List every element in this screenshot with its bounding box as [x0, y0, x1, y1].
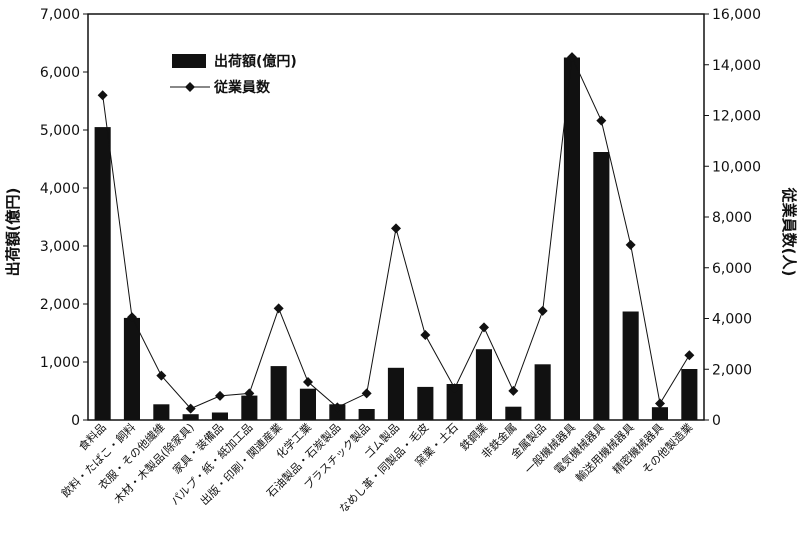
point-11	[420, 329, 431, 340]
point-8	[332, 402, 343, 413]
legend-marker-swatch	[185, 82, 195, 92]
bar-9	[358, 409, 375, 420]
legend-line-label: 従業員数	[213, 79, 271, 96]
bar-13	[475, 349, 492, 420]
y-axis-title: 出荷額(億円)	[4, 188, 22, 277]
point-15	[537, 305, 548, 316]
bar-3	[182, 414, 199, 420]
point-9	[361, 388, 372, 399]
point-3	[185, 403, 196, 414]
bar-4	[211, 412, 228, 420]
point-17	[596, 115, 607, 126]
legend-bar-label: 出荷額(億円)	[214, 53, 297, 70]
y2-tick-label-1: 2,000	[712, 362, 752, 378]
y-tick-label-4: 4,000	[40, 181, 80, 197]
point-20	[684, 350, 695, 361]
bar-11	[417, 386, 434, 420]
point-13	[479, 322, 489, 333]
point-18	[625, 239, 636, 250]
y-tick-label-5: 5,000	[40, 123, 80, 139]
y2-tick-label-2: 4,000	[712, 312, 752, 328]
y2-axis-title: 従業員数(人)	[780, 187, 798, 277]
point-16	[567, 52, 577, 63]
y-tick-label-3: 3,000	[40, 239, 80, 255]
bar-10	[387, 367, 404, 420]
bar-12	[446, 384, 463, 420]
y-tick-label-0: 0	[71, 413, 80, 429]
bar-1	[123, 317, 140, 420]
point-1	[127, 312, 137, 323]
legend-bar-swatch	[172, 54, 206, 68]
y2-tick-label-8: 16,000	[712, 7, 761, 23]
y2-tick-label-5: 10,000	[712, 159, 761, 175]
y-tick-label-2: 2,000	[40, 297, 80, 313]
point-19	[655, 398, 665, 409]
point-7	[303, 376, 313, 387]
y-tick-label-1: 1,000	[40, 355, 80, 371]
bar-20	[681, 369, 698, 420]
bar-17	[593, 152, 610, 420]
legend: 出荷額(億円) 従業員数	[163, 44, 333, 106]
bar-14	[505, 406, 522, 420]
bar-2	[153, 404, 170, 420]
bar-6	[270, 366, 287, 420]
y-tick-label-7: 7,000	[40, 7, 80, 23]
bar-16	[563, 57, 580, 420]
bar-18	[622, 311, 639, 420]
point-12	[449, 383, 460, 394]
point-14	[508, 385, 519, 396]
bar-19	[651, 407, 668, 420]
bar-5	[241, 395, 258, 420]
point-5	[244, 388, 255, 399]
y2-tick-label-3: 6,000	[712, 261, 752, 277]
y-tick-label-6: 6,000	[40, 65, 80, 81]
point-2	[156, 370, 167, 381]
point-0	[97, 90, 108, 101]
y2-tick-label-7: 14,000	[712, 58, 761, 74]
bar-7	[299, 388, 316, 420]
y2-tick-label-4: 8,000	[712, 210, 752, 226]
point-6	[273, 303, 284, 314]
y2-tick-label-6: 12,000	[712, 109, 761, 125]
bar-15	[534, 364, 551, 420]
y2-tick-label-0: 0	[712, 413, 721, 429]
point-10	[391, 223, 401, 234]
bar-0	[94, 127, 111, 420]
point-4	[215, 390, 225, 401]
